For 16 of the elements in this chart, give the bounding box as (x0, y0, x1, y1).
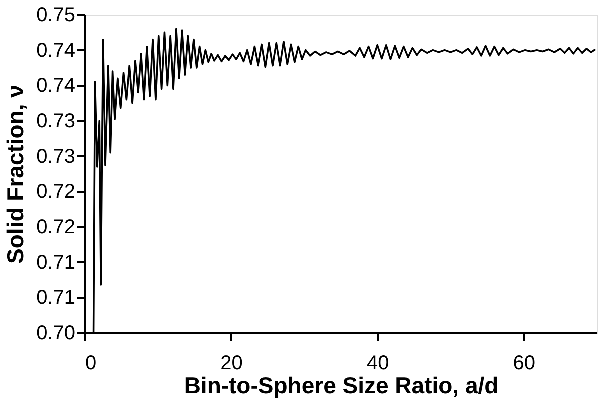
x-tick-label: 60 (513, 352, 536, 374)
y-tick-label: 0.71 (36, 252, 76, 274)
y-axis-title: Solid Fraction, ν (2, 85, 29, 264)
x-tick-label: 20 (220, 352, 243, 374)
y-tick-label: 0.71 (36, 287, 76, 310)
y-tick-label: 0.72 (36, 181, 76, 204)
x-tick-label: 40 (366, 352, 390, 374)
y-tick-label: 0.74 (36, 40, 76, 62)
x-tick-label: 0 (86, 352, 97, 374)
y-tick-label: 0.70 (36, 322, 76, 344)
x-axis-title: Bin-to-Sphere Size Ratio, a/d (184, 372, 499, 398)
y-tick-label: 0.73 (36, 146, 76, 168)
y-tick-label: 0.75 (36, 4, 76, 26)
y-tick-label: 0.73 (36, 110, 76, 132)
y-tick-label: 0.72 (36, 216, 76, 238)
y-tick-label: 0.74 (36, 75, 76, 98)
